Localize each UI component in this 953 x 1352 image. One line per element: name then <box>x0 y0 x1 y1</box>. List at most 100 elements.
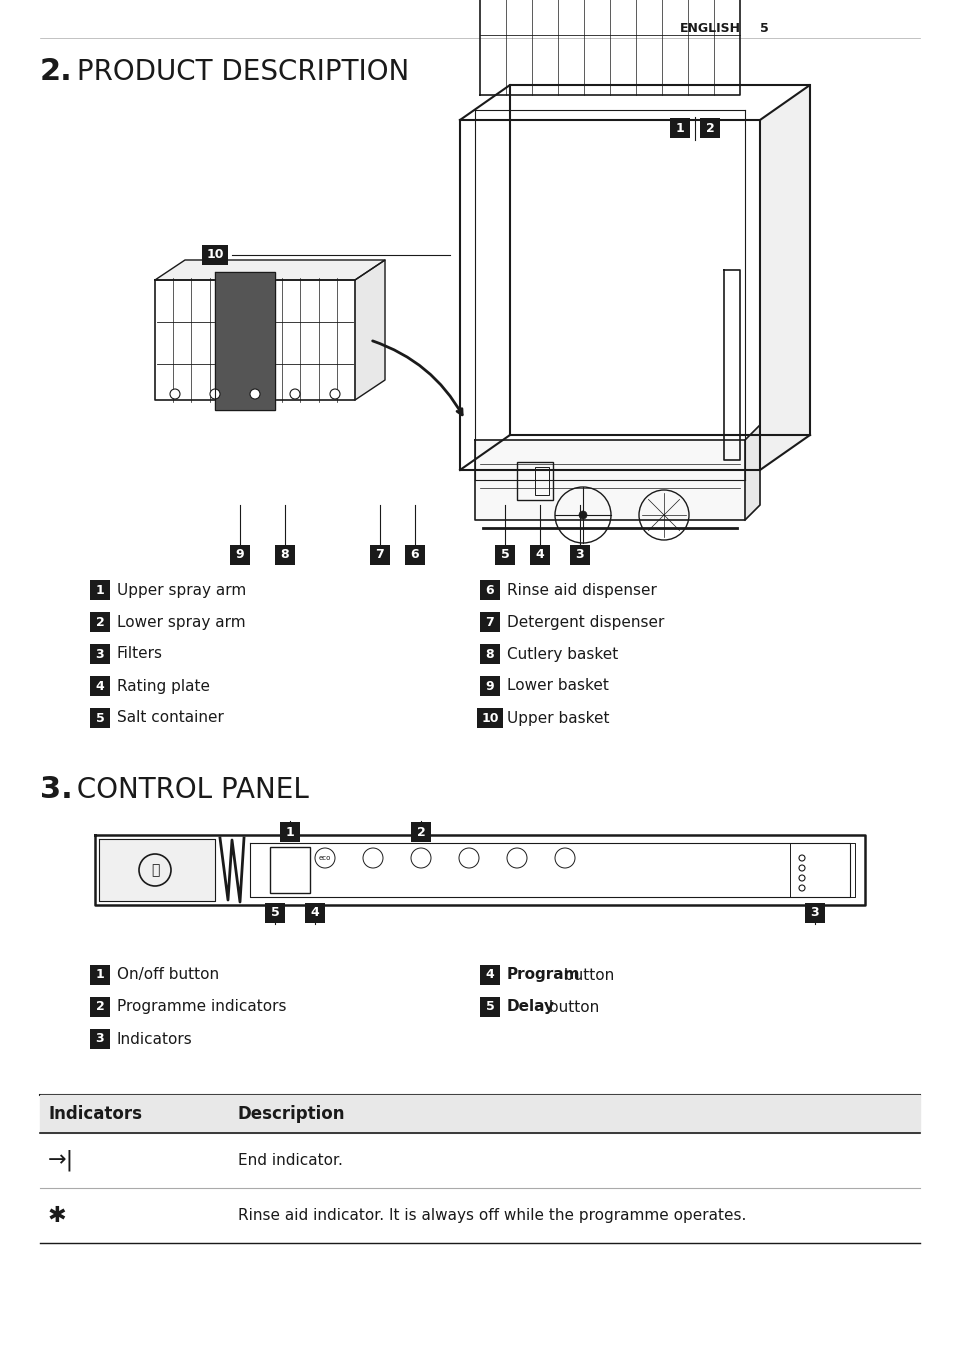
Text: 9: 9 <box>235 549 244 561</box>
FancyBboxPatch shape <box>90 965 110 986</box>
FancyBboxPatch shape <box>90 612 110 631</box>
Text: 1: 1 <box>285 826 294 838</box>
FancyBboxPatch shape <box>90 676 110 696</box>
Text: 2: 2 <box>95 1000 104 1014</box>
Text: Upper basket: Upper basket <box>506 711 609 726</box>
Text: Ⓘ: Ⓘ <box>151 863 159 877</box>
Text: eco: eco <box>318 854 331 861</box>
Text: 1: 1 <box>95 968 104 982</box>
FancyBboxPatch shape <box>495 545 515 565</box>
Text: 4: 4 <box>535 549 544 561</box>
FancyBboxPatch shape <box>265 903 285 923</box>
Text: 7: 7 <box>375 549 384 561</box>
Polygon shape <box>214 272 274 410</box>
Text: 3: 3 <box>95 648 104 661</box>
Text: Salt container: Salt container <box>117 711 224 726</box>
Polygon shape <box>99 840 214 900</box>
Polygon shape <box>355 260 385 400</box>
Bar <box>517 462 553 500</box>
FancyBboxPatch shape <box>370 545 390 565</box>
Circle shape <box>170 389 180 399</box>
Text: 10: 10 <box>206 249 224 261</box>
Text: Delay: Delay <box>506 999 555 1014</box>
FancyBboxPatch shape <box>90 708 110 727</box>
Text: 3: 3 <box>810 906 819 919</box>
Text: button: button <box>558 968 614 983</box>
Text: 7: 7 <box>485 615 494 629</box>
Bar <box>535 466 548 495</box>
Text: Detergent dispenser: Detergent dispenser <box>506 615 663 630</box>
Polygon shape <box>459 120 760 470</box>
Circle shape <box>210 389 220 399</box>
Text: 6: 6 <box>485 584 494 596</box>
Text: 5: 5 <box>95 711 104 725</box>
Text: On/off button: On/off button <box>117 968 219 983</box>
Text: End indicator.: End indicator. <box>237 1153 342 1168</box>
Text: button: button <box>544 999 599 1014</box>
Circle shape <box>250 389 260 399</box>
FancyBboxPatch shape <box>90 996 110 1017</box>
FancyBboxPatch shape <box>90 1029 110 1049</box>
Circle shape <box>578 511 586 519</box>
Text: 10: 10 <box>480 711 498 725</box>
FancyBboxPatch shape <box>274 545 294 565</box>
Polygon shape <box>744 425 760 521</box>
Text: 4: 4 <box>311 906 319 919</box>
Text: 9: 9 <box>485 680 494 692</box>
Text: 6: 6 <box>410 549 419 561</box>
Text: ✱: ✱ <box>48 1206 67 1225</box>
Polygon shape <box>40 1095 919 1133</box>
FancyBboxPatch shape <box>479 612 499 631</box>
FancyBboxPatch shape <box>305 903 325 923</box>
Text: Indicators: Indicators <box>117 1032 193 1046</box>
Text: 5: 5 <box>500 549 509 561</box>
Text: Filters: Filters <box>117 646 163 661</box>
Polygon shape <box>475 439 744 521</box>
Polygon shape <box>510 85 809 435</box>
FancyBboxPatch shape <box>280 822 299 842</box>
FancyBboxPatch shape <box>476 708 502 727</box>
Text: 5: 5 <box>485 1000 494 1014</box>
Text: 4: 4 <box>485 968 494 982</box>
FancyBboxPatch shape <box>479 996 499 1017</box>
FancyBboxPatch shape <box>90 580 110 600</box>
Text: Lower basket: Lower basket <box>506 679 608 694</box>
Text: Cutlery basket: Cutlery basket <box>506 646 618 661</box>
Circle shape <box>330 389 339 399</box>
Text: Rinse aid indicator. It is always off while the programme operates.: Rinse aid indicator. It is always off wh… <box>237 1207 745 1224</box>
Text: Rinse aid dispenser: Rinse aid dispenser <box>506 583 657 598</box>
Text: Rating plate: Rating plate <box>117 679 210 694</box>
Text: 3: 3 <box>575 549 583 561</box>
FancyBboxPatch shape <box>700 118 720 138</box>
FancyBboxPatch shape <box>569 545 589 565</box>
FancyBboxPatch shape <box>479 580 499 600</box>
Polygon shape <box>154 260 385 280</box>
FancyBboxPatch shape <box>202 245 228 265</box>
FancyBboxPatch shape <box>411 822 431 842</box>
Text: 1: 1 <box>675 122 683 134</box>
Text: 3.: 3. <box>40 776 72 804</box>
Text: 5: 5 <box>760 22 768 35</box>
Text: 8: 8 <box>280 549 289 561</box>
Text: ENGLISH: ENGLISH <box>679 22 740 35</box>
Text: Description: Description <box>237 1105 345 1124</box>
Text: →|: →| <box>48 1149 74 1171</box>
Text: 4: 4 <box>95 680 104 692</box>
Polygon shape <box>95 836 864 904</box>
FancyBboxPatch shape <box>804 903 824 923</box>
FancyBboxPatch shape <box>669 118 689 138</box>
Bar <box>270 846 310 894</box>
Polygon shape <box>760 85 809 470</box>
Text: 2: 2 <box>95 615 104 629</box>
Text: 2: 2 <box>416 826 425 838</box>
Text: Programme indicators: Programme indicators <box>117 999 286 1014</box>
Text: 5: 5 <box>271 906 279 919</box>
Text: 2: 2 <box>705 122 714 134</box>
Text: PRODUCT DESCRIPTION: PRODUCT DESCRIPTION <box>68 58 409 87</box>
FancyBboxPatch shape <box>530 545 550 565</box>
Text: 2.: 2. <box>40 58 72 87</box>
Text: CONTROL PANEL: CONTROL PANEL <box>68 776 309 804</box>
Text: 8: 8 <box>485 648 494 661</box>
Polygon shape <box>154 280 355 400</box>
FancyBboxPatch shape <box>405 545 424 565</box>
